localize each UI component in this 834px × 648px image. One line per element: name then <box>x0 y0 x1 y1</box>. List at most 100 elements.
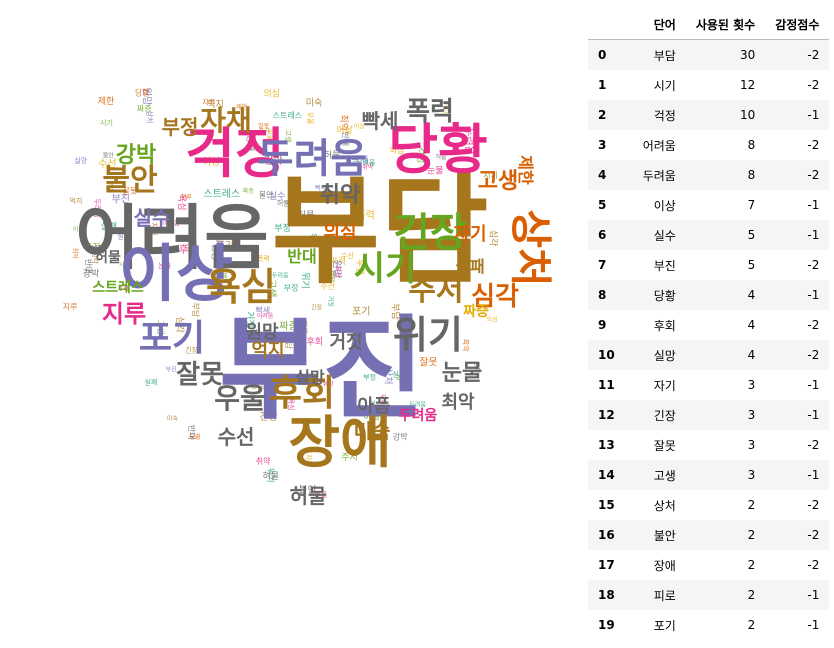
cloud-word-small: 빡세 <box>352 155 369 166</box>
cloud-word-small: 실패 <box>392 370 405 379</box>
table-row: 15 상처 2 -2 <box>588 490 830 520</box>
cloud-word-small: 부담 <box>191 303 201 318</box>
row-count: 2 <box>685 610 766 640</box>
row-index: 13 <box>588 430 633 460</box>
cloud-word-small: 실수 <box>452 270 467 280</box>
cloud-word: 최악 <box>441 392 475 413</box>
cloud-word: 강박 <box>116 143 156 168</box>
table-row: 8 당황 4 -1 <box>588 280 830 310</box>
table-row: 14 고생 3 -1 <box>588 460 830 490</box>
cloud-word-small: 심각 <box>91 251 100 264</box>
cloud-word: 허물 <box>290 484 327 508</box>
count-column-header: 사용된 횟수 <box>685 10 766 40</box>
table-row: 11 자기 3 -1 <box>588 370 830 400</box>
cloud-word-small: 억지 <box>207 98 224 110</box>
cloud-word: 부진 <box>219 305 425 435</box>
cloud-word: 거짓 <box>329 332 362 353</box>
cloud-word: 두려움 <box>399 407 438 424</box>
cloud-word-small: 실패 <box>144 377 157 386</box>
cloud-word-small: 걱정 <box>106 182 113 193</box>
row-index: 3 <box>588 130 633 160</box>
cloud-word-small: 허물 <box>298 210 315 221</box>
cloud-word-small: 두려움 <box>379 394 387 411</box>
table-row: 19 포기 2 -1 <box>588 610 830 640</box>
cloud-word-small: 시기 <box>483 171 498 180</box>
table-row: 9 후회 4 -2 <box>588 310 830 340</box>
cloud-word-small: 거짓 <box>327 296 335 308</box>
cloud-word-small: 취약 <box>322 380 334 388</box>
cloud-word: 시기 <box>354 249 417 289</box>
cloud-word: 당황 <box>388 118 487 181</box>
cloud-word-small: 거짓 <box>368 400 377 413</box>
row-index: 1 <box>588 70 633 100</box>
row-score: -1 <box>765 100 830 130</box>
row-count: 8 <box>685 130 766 160</box>
cloud-word-small: 상처 <box>146 111 155 124</box>
cloud-word-small: 긴장 <box>311 303 323 311</box>
cloud-word-small: 원망 <box>331 260 343 278</box>
cloud-word: 제한 <box>516 155 535 185</box>
cloud-word: 아픔 <box>357 396 390 417</box>
row-count: 2 <box>685 490 766 520</box>
cloud-word: 폭력 <box>406 97 454 127</box>
row-index: 9 <box>588 310 633 340</box>
row-index: 15 <box>588 490 633 520</box>
cloud-word: 자기 <box>453 224 486 245</box>
index-column-header <box>588 10 633 40</box>
cloud-word-small: 두려움 <box>272 272 289 280</box>
cloud-word: 의심 <box>323 222 356 243</box>
cloud-word: 우울 <box>214 382 266 415</box>
cloud-word: 걱정 <box>185 122 284 185</box>
cloud-word-small: 위기 <box>309 233 318 248</box>
row-score: -2 <box>765 490 830 520</box>
cloud-word-small: 고생 <box>284 130 293 143</box>
cloud-word-small: 억지 <box>458 204 471 213</box>
cloud-word-small: 강박 <box>264 155 282 167</box>
table-row: 0 부담 30 -2 <box>588 39 830 70</box>
cloud-word-small: 부담 <box>389 303 401 320</box>
cloud-word-small: 주저 <box>84 242 101 253</box>
table-row: 2 걱정 10 -1 <box>588 100 830 130</box>
cloud-word: 허물 <box>95 249 121 266</box>
cloud-word-small: 고생 <box>156 320 166 335</box>
row-score: -2 <box>765 340 830 370</box>
word-column-header: 단어 <box>632 10 686 40</box>
row-index: 12 <box>588 400 633 430</box>
cloud-word-small: 반대 <box>84 259 93 274</box>
row-count: 2 <box>685 550 766 580</box>
row-score: -2 <box>765 70 830 100</box>
score-column-header: 감정점수 <box>765 10 830 40</box>
row-score: -1 <box>765 190 830 220</box>
cloud-word-small: 실수 <box>454 239 469 249</box>
cloud-word-small: 허물 <box>324 150 341 161</box>
cloud-word-small: 불안 <box>103 151 115 159</box>
cloud-word-small: 욕심 <box>333 265 342 278</box>
cloud-word-small: 부정 <box>284 282 299 292</box>
row-score: -2 <box>765 250 830 280</box>
cloud-word-small: 부정 <box>274 223 291 234</box>
row-word: 고생 <box>632 460 686 490</box>
cloud-word-small: 짜증 <box>243 187 255 195</box>
cloud-word-small: 심각 <box>174 316 186 333</box>
cloud-word-small: 원망 <box>141 87 153 105</box>
row-word: 자기 <box>632 370 686 400</box>
row-score: -1 <box>765 580 830 610</box>
row-score: -1 <box>765 280 830 310</box>
cloud-word-small: 두려움 <box>356 158 376 167</box>
row-word: 당황 <box>632 280 686 310</box>
cloud-word: 자채 <box>200 104 252 137</box>
cloud-word-small: 자기 <box>443 102 451 113</box>
cloud-word-small: 짜증 <box>279 320 297 332</box>
row-score: -1 <box>765 220 830 250</box>
table-row: 12 긴장 3 -1 <box>588 400 830 430</box>
cloud-word-small: 욕심 <box>287 398 296 411</box>
cloud-word: 원망 <box>245 322 279 343</box>
cloud-word-small: 아픔 <box>215 272 228 281</box>
cloud-word-small: 부담 <box>284 334 294 349</box>
cloud-word-small: 폭력 <box>257 255 270 263</box>
cloud-word-small: 부진 <box>166 365 177 373</box>
row-index: 14 <box>588 460 633 490</box>
cloud-word: 욕심 <box>206 265 276 309</box>
cloud-word-small: 강박 <box>83 268 100 279</box>
row-count: 30 <box>685 39 766 70</box>
